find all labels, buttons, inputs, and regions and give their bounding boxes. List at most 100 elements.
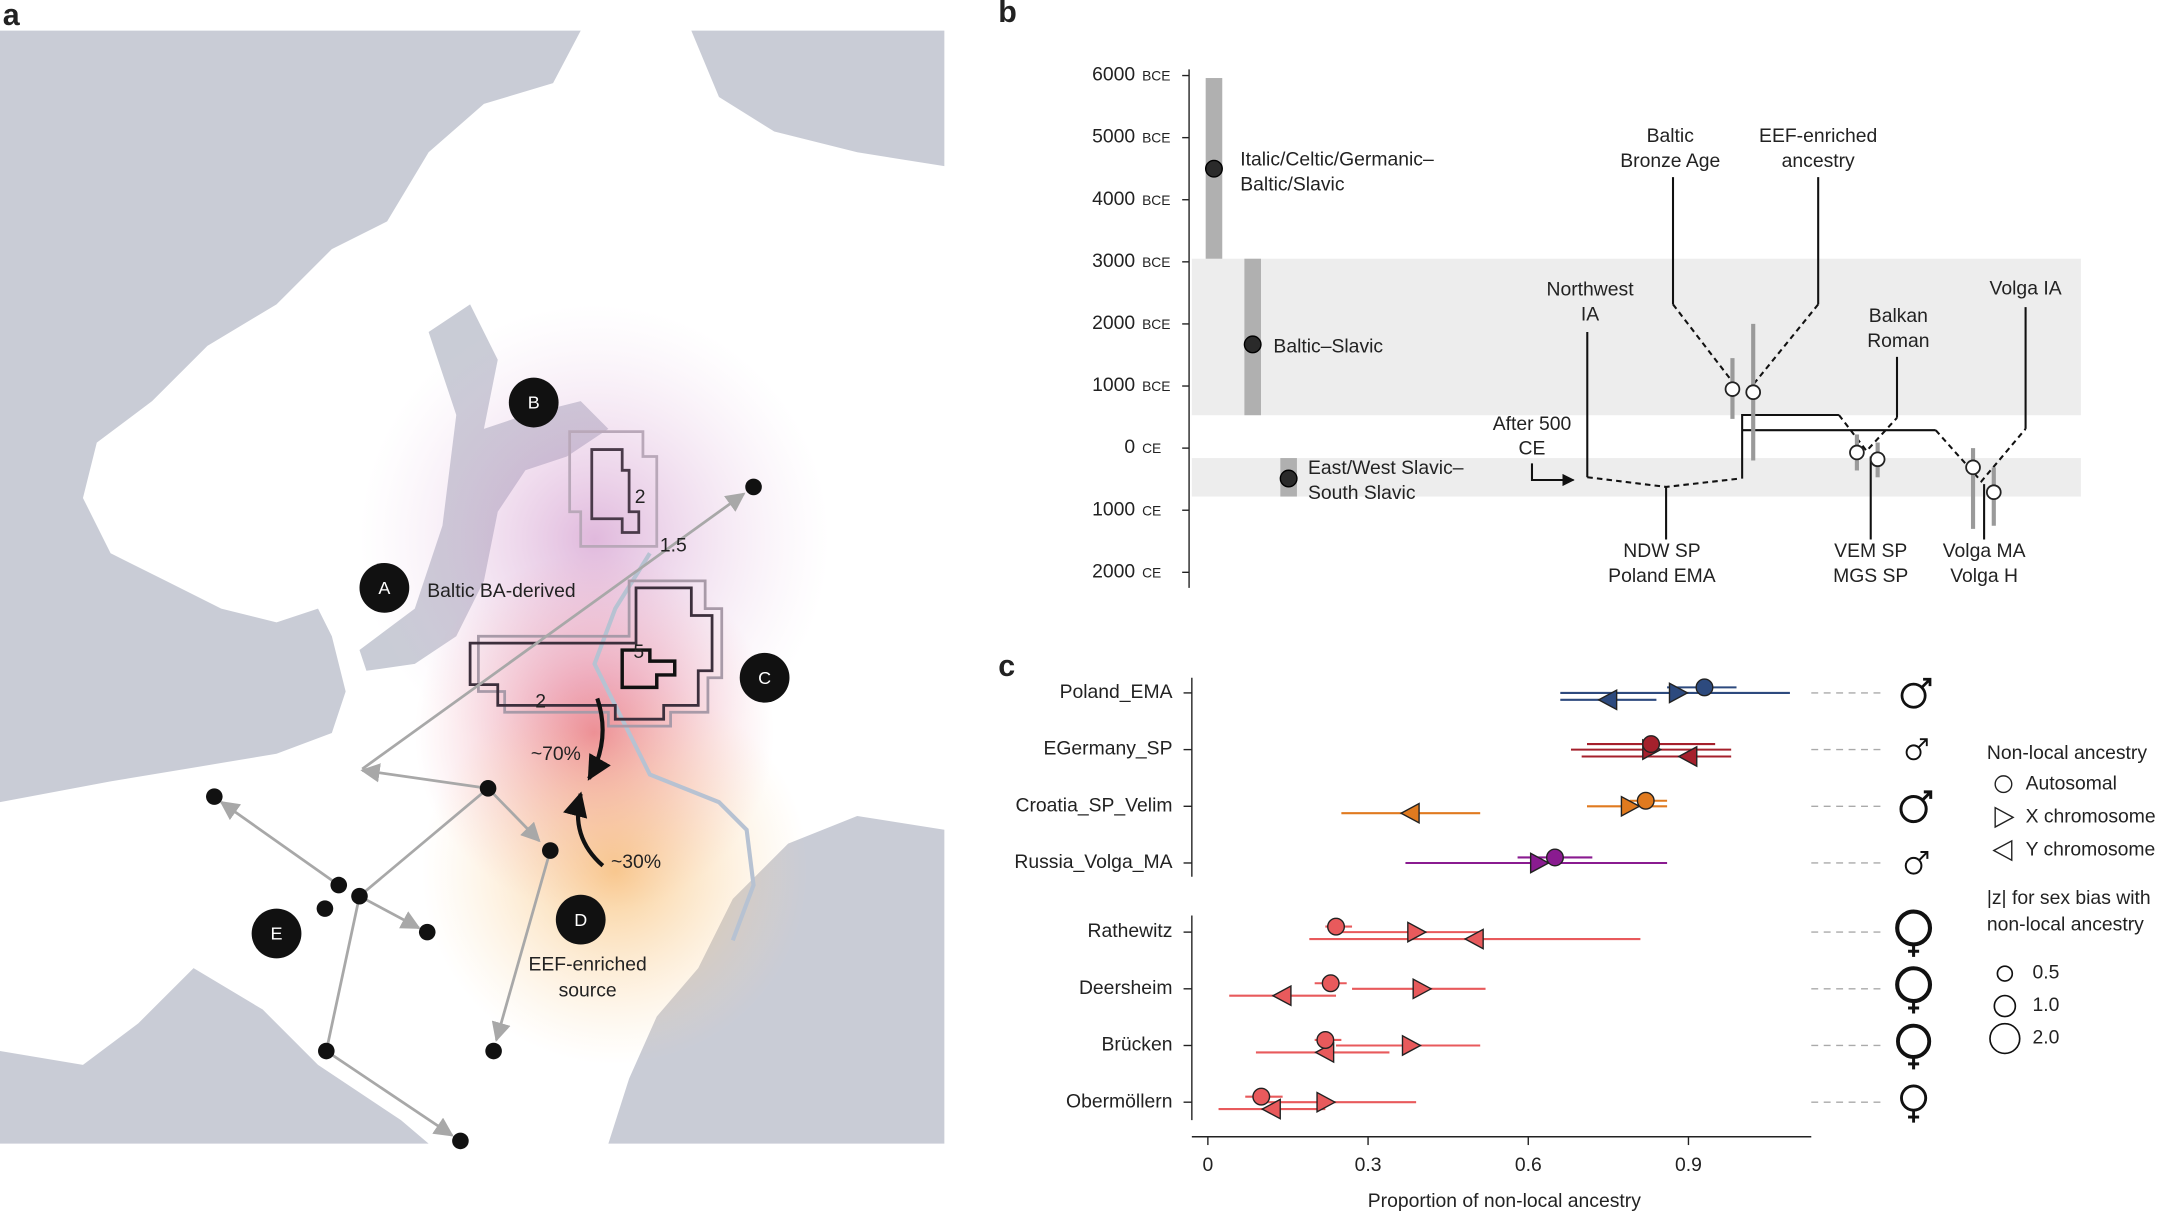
dot xyxy=(418,923,436,941)
sex-symbol xyxy=(1900,677,1932,709)
legend-label: Autosomal xyxy=(2026,772,2117,794)
sample-date xyxy=(1965,459,1981,476)
arrow-label: ~30% xyxy=(611,851,661,873)
dot xyxy=(206,788,223,805)
arrow xyxy=(325,1049,454,1137)
flow-label: 1.5 xyxy=(660,534,687,556)
y-tick-era: BCE xyxy=(1142,130,1170,146)
tree-line xyxy=(1665,456,1986,540)
symbol-ring xyxy=(1896,1023,1932,1059)
legend-title: Non-local ancestry xyxy=(1987,742,2148,764)
panel-label: b xyxy=(998,0,1017,29)
symbol-stroke xyxy=(1908,1056,1920,1070)
divergence-estimate xyxy=(1279,469,1298,488)
dot xyxy=(745,478,762,496)
symbol-stroke xyxy=(1921,790,1933,802)
group-label: Volga IA xyxy=(1990,277,2062,299)
region-marker xyxy=(251,908,302,959)
estimate xyxy=(1642,735,1661,754)
divergence-label: Italic/Celtic/Germanic– xyxy=(1240,149,1434,171)
size-key-label: 2.0 xyxy=(2033,1027,2060,1049)
sea xyxy=(0,968,429,1144)
dot xyxy=(485,1042,502,1060)
divergence-estimate xyxy=(1243,335,1262,354)
tree-line xyxy=(1838,414,2027,483)
estimate xyxy=(1668,682,1689,704)
group-label: Northwest xyxy=(1547,279,1635,301)
estimate xyxy=(1412,977,1433,1000)
x-tick-label: 0.3 xyxy=(1355,1154,1382,1176)
period-band xyxy=(1191,258,2081,416)
region-marker xyxy=(359,562,410,613)
y-tick-era: BCE xyxy=(1142,316,1170,332)
divergence-estimate xyxy=(1204,159,1223,178)
dot xyxy=(452,1132,469,1150)
row-label: EGermany_SP xyxy=(1043,738,1172,760)
y-tick-era: BCE xyxy=(1142,68,1170,84)
symbol-ring xyxy=(1900,1084,1928,1112)
region-letter: D xyxy=(574,910,587,930)
size-key xyxy=(1993,994,2017,1018)
group-label: VEM SP xyxy=(1834,540,1907,562)
sex-symbol xyxy=(1895,966,1933,1014)
estimate xyxy=(1401,1034,1422,1057)
estimate xyxy=(1316,1030,1335,1049)
sample-dots xyxy=(206,478,762,1150)
sex-symbol xyxy=(1905,738,1928,761)
x-tick-label: 0.9 xyxy=(1675,1154,1702,1176)
map-label: EEF-enriched xyxy=(528,953,646,975)
dot xyxy=(318,1042,335,1060)
legend-title: non-local ancestry xyxy=(1987,913,2144,935)
y-tick-label: 5000 xyxy=(1092,126,1135,148)
row-label: Croatia_SP_Velim xyxy=(1016,794,1173,816)
y-tick-era: BCE xyxy=(1142,378,1170,394)
estimate xyxy=(1271,984,1292,1007)
legend-symbol xyxy=(1994,775,2013,794)
group-label: EEF-enriched xyxy=(1759,125,1877,147)
symbol-stroke xyxy=(1908,1110,1920,1123)
arrow xyxy=(487,787,541,843)
dot xyxy=(351,887,368,905)
region-outline xyxy=(620,648,677,690)
region-outline xyxy=(590,448,641,534)
sample-date xyxy=(1849,444,1865,461)
arrow xyxy=(358,894,421,930)
c-axes xyxy=(1191,677,1812,1138)
region-marker xyxy=(508,377,559,428)
group-label: IA xyxy=(1581,304,1599,326)
estimate xyxy=(1695,678,1714,697)
legend-label: X chromosome xyxy=(2026,805,2156,827)
y-tick-era: CE xyxy=(1142,502,1161,518)
estimate xyxy=(1529,852,1551,874)
y-tick-label: 0 xyxy=(1124,436,1135,458)
estimate xyxy=(1677,745,1698,768)
symbol-stroke xyxy=(1908,944,1920,957)
estimate xyxy=(1597,688,1618,711)
arrow xyxy=(491,850,552,1042)
sample-date xyxy=(1985,484,2002,501)
estimate xyxy=(1252,1087,1271,1106)
group-label: After 500 xyxy=(1493,413,1572,435)
row-label: Obermöllern xyxy=(1066,1090,1172,1112)
sea xyxy=(0,30,581,803)
legend-symbol xyxy=(1992,839,2013,862)
arrow xyxy=(358,787,489,898)
divergence-label: East/West Slavic– xyxy=(1308,457,1464,479)
estimate xyxy=(1327,917,1346,936)
divergence-label: South Slavic xyxy=(1308,482,1416,504)
region-letter: E xyxy=(271,924,283,944)
panel-label: c xyxy=(998,649,1015,683)
size-key-label: 1.0 xyxy=(2033,994,2060,1016)
x-tick-label: 0 xyxy=(1202,1154,1213,1176)
map-label: source xyxy=(559,980,617,1002)
river xyxy=(592,552,756,942)
sex-symbol xyxy=(1904,850,1929,875)
estimate xyxy=(1545,848,1564,867)
migration-arrows xyxy=(219,492,746,1137)
group-label: Volga H xyxy=(1950,565,2018,587)
symbol-stroke xyxy=(1918,850,1929,861)
divergence-label: Baltic/Slavic xyxy=(1240,174,1345,196)
y-tick-era: BCE xyxy=(1142,192,1170,208)
